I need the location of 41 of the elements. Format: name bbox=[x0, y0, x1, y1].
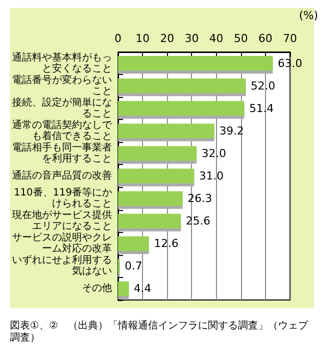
data-label: 31.0 bbox=[199, 170, 224, 182]
bar bbox=[118, 124, 214, 138]
x-axis-title: (%) bbox=[298, 9, 318, 22]
y-tick-label: いずれにせよ利用する気はない bbox=[12, 254, 112, 278]
bar bbox=[118, 236, 149, 251]
data-label: 52.0 bbox=[250, 79, 276, 92]
y-tick-label: 通常の電話契約なしでも着信できること bbox=[12, 118, 113, 142]
data-label: 12.6 bbox=[154, 237, 178, 250]
x-tick-label: 60 bbox=[258, 32, 272, 45]
data-label: 26.3 bbox=[188, 192, 212, 206]
x-tick-label: 40 bbox=[209, 32, 224, 45]
data-label: 39.2 bbox=[219, 124, 244, 138]
y-tick-label: 現在地がサービス提供エリアになること bbox=[12, 209, 112, 232]
x-tick-label: 20 bbox=[160, 32, 174, 45]
text: 図表①、② （出典）「情報通信インフラに関する調査」（ウェブ調査） bbox=[10, 320, 309, 344]
x-tick-label: 50 bbox=[234, 32, 248, 45]
bar bbox=[118, 101, 244, 116]
y-tick-label: 通話の音声品質の改善 bbox=[12, 170, 112, 182]
bar bbox=[118, 146, 197, 161]
bar bbox=[118, 281, 129, 296]
x-tick-label: 70 bbox=[283, 32, 297, 45]
y-tick-label: サービスの説明やクレーム対応の改革 bbox=[12, 232, 112, 255]
bar bbox=[118, 191, 183, 206]
y-tick-label: 通話料や基本料がもっと安くなること bbox=[12, 51, 112, 74]
y-tick-label: 電話番号が変わらないこと bbox=[12, 74, 112, 97]
data-label: 4.4 bbox=[134, 282, 152, 296]
x-tick-label: 10 bbox=[136, 32, 150, 45]
data-label: 51.4 bbox=[249, 102, 274, 115]
data-label: 0.7 bbox=[124, 260, 142, 273]
bar bbox=[118, 214, 181, 228]
x-tick-label: 0 bbox=[114, 32, 122, 45]
bar bbox=[118, 56, 273, 71]
y-tick-label: その他 bbox=[82, 282, 112, 294]
bar bbox=[118, 78, 246, 94]
bar bbox=[118, 168, 194, 184]
y-tick-label: 電話相手も同一事業者を利用すること bbox=[12, 141, 112, 164]
data-label: 32.0 bbox=[202, 146, 226, 160]
y-tick-label: 110番、119番等にかけられること bbox=[14, 186, 112, 210]
y-tick-label: 接続、設定が簡単になること bbox=[12, 96, 112, 120]
x-tick-label: 30 bbox=[184, 32, 199, 45]
data-label: 25.6 bbox=[186, 214, 210, 228]
